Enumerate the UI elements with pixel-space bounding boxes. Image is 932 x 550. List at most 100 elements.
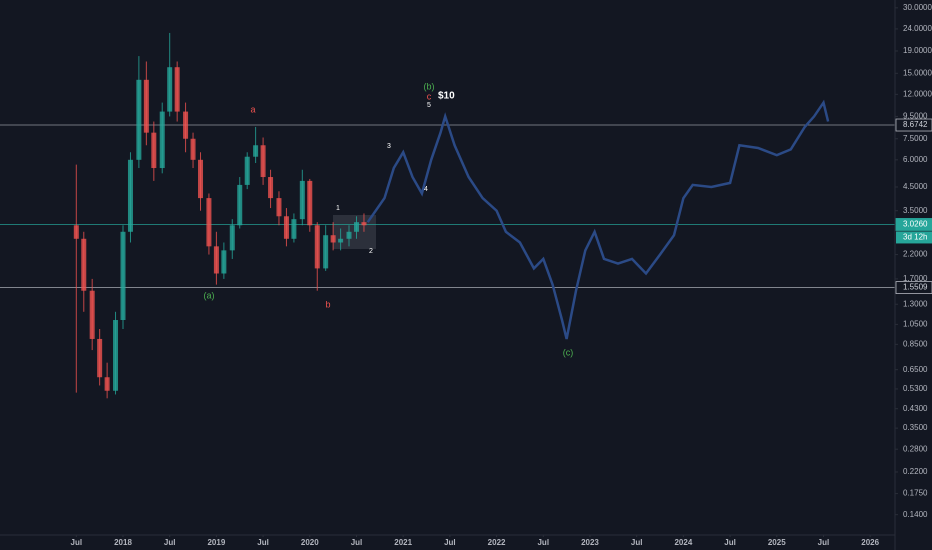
candle-body [314, 225, 320, 269]
x-tick-label: 2025 [768, 538, 786, 547]
y-tick-label: 0.6500 [903, 365, 928, 374]
annotation: a [250, 104, 255, 114]
candle-body [206, 198, 212, 247]
level-label-box [895, 281, 932, 294]
x-tick-label: 2023 [581, 538, 599, 547]
x-tick-label: Jul [537, 538, 549, 547]
candle-body [346, 231, 352, 239]
plot [0, 32, 895, 399]
candle-body [136, 79, 142, 160]
y-tick-label: 30.0000 [903, 3, 932, 12]
x-tick-label: Jul [818, 538, 830, 547]
annotation: (b) [424, 81, 435, 91]
x-tick-label: Jul [444, 538, 456, 547]
level-label-box [895, 118, 932, 132]
candle-body [361, 222, 367, 226]
candle-body [213, 246, 219, 274]
countdown-box [896, 231, 932, 244]
candle-body [183, 111, 189, 139]
candle-body [120, 231, 126, 321]
candle-body [260, 145, 266, 178]
x-tick-label: 2024 [674, 538, 692, 547]
candle-body [268, 177, 274, 199]
y-tick-label: 0.5300 [903, 384, 928, 393]
y-tick-label: 7.5000 [903, 134, 928, 143]
candle-body [323, 235, 329, 269]
candle-body [307, 180, 313, 226]
candle-body [97, 338, 103, 378]
candle-body [73, 225, 79, 239]
x-tick-label: 2019 [207, 538, 225, 547]
y-tick-label: 0.3500 [903, 423, 928, 432]
x-tick-label: Jul [71, 538, 83, 547]
level-label: 3.0260 [903, 220, 928, 229]
candle-body [167, 67, 173, 112]
candle-body [237, 184, 243, 226]
y-tick-label: 6.0000 [903, 155, 928, 164]
y-tick-label: 12.0000 [903, 89, 932, 98]
candle-body [299, 180, 305, 220]
x-tick-label: Jul [631, 538, 643, 547]
projection-line [366, 99, 830, 340]
candle-body [283, 216, 289, 239]
y-tick-label: 2.2000 [903, 250, 928, 259]
y-tick-label: 15.0000 [903, 68, 932, 77]
candle-body [291, 219, 297, 239]
y-tick-label: 0.4300 [903, 404, 928, 413]
candle-body [221, 250, 227, 274]
level-label-box [895, 218, 932, 231]
candle-body [104, 377, 110, 391]
y-tick-label: 9.5000 [903, 112, 928, 121]
x-tick-label: 2021 [394, 538, 412, 547]
y-tick-label: 0.2800 [903, 444, 928, 453]
y-tick-label: 1.3000 [903, 299, 928, 308]
annotation: (c) [563, 347, 574, 357]
candle-body [353, 222, 359, 232]
annotation: 1 [336, 205, 340, 212]
x-tick-label: 2026 [861, 538, 879, 547]
annotation: c [427, 91, 432, 101]
annotation: $10 [438, 91, 455, 102]
annotation: 2 [369, 248, 373, 255]
candle-body [113, 320, 119, 391]
candle-body [151, 132, 157, 169]
y-tick-label: 24.0000 [903, 24, 932, 33]
annotation: (a) [204, 290, 215, 300]
y-tick-label: 1.0500 [903, 320, 928, 329]
y-tick-label: 4.5000 [903, 182, 928, 191]
x-tick-label: Jul [257, 538, 269, 547]
countdown: 3d 12h [903, 233, 927, 242]
y-tick-label: 1.7000 [903, 274, 928, 283]
annotation: 4 [424, 186, 428, 193]
candle-body [159, 111, 165, 169]
y-tick-label: 0.1750 [903, 489, 928, 498]
y-tick-label: 3.5000 [903, 206, 928, 215]
level-label: 8.6742 [903, 120, 928, 129]
candle-body [174, 67, 180, 112]
candle-body [81, 238, 87, 291]
x-tick-label: Jul [164, 538, 176, 547]
candle-body [276, 198, 282, 217]
candle-body [89, 290, 95, 339]
x-tick-label: Jul [351, 538, 363, 547]
x-tick-label: 2020 [301, 538, 319, 547]
annotation: 3 [387, 143, 391, 150]
candle-body [127, 159, 133, 232]
y-tick-label: 0.1400 [903, 510, 928, 519]
candle-body [198, 159, 204, 199]
y-tick-label: 0.8500 [903, 339, 928, 348]
annotation: 5 [427, 102, 431, 109]
x-tick-label: Jul [724, 538, 736, 547]
annotation: b [325, 299, 330, 309]
level-label: 1.5509 [903, 283, 928, 292]
candle-body [143, 79, 149, 133]
x-tick-label: 2022 [488, 538, 506, 547]
y-tick-label: 0.2200 [903, 467, 928, 476]
candle-body [244, 156, 250, 185]
candle-body [338, 238, 344, 243]
x-tick-label: 2018 [114, 538, 132, 547]
y-tick-label: 19.0000 [903, 46, 932, 55]
